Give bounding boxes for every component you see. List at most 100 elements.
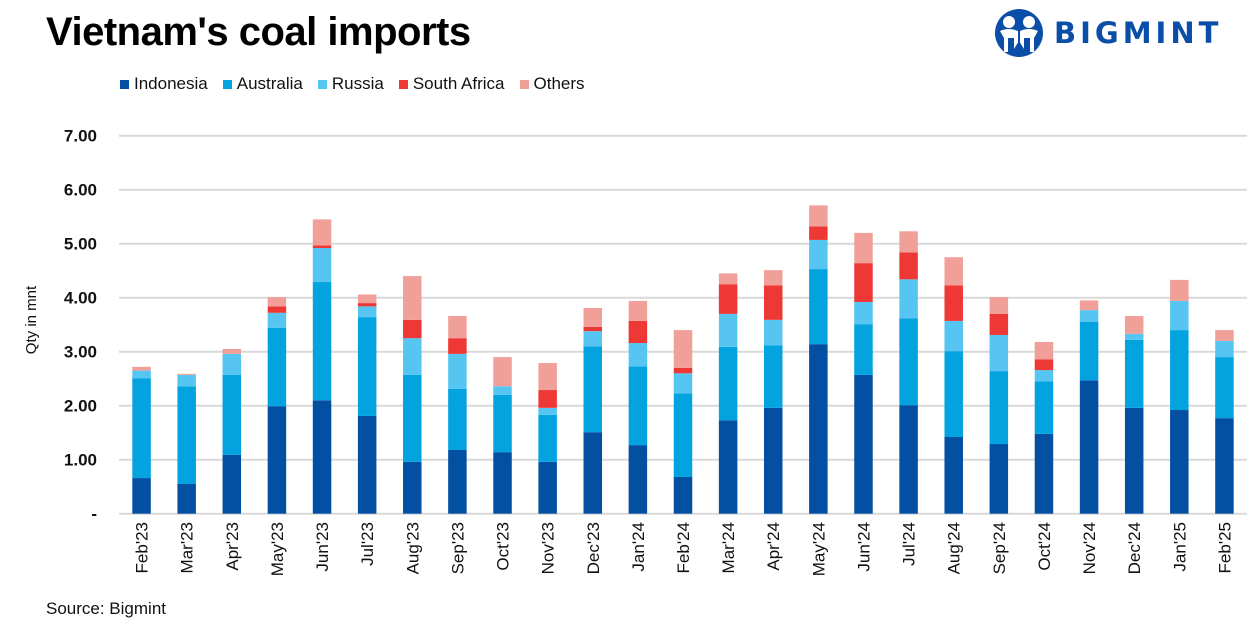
legend-label: South Africa [412, 74, 505, 93]
bar-segment-australia [673, 393, 693, 477]
bar-segment-south-africa [673, 367, 693, 374]
bar-segment-australia [809, 269, 828, 345]
bar-segment-others [538, 363, 557, 391]
bar-segment-south-africa [899, 252, 918, 280]
bar-segment-russia [493, 386, 512, 395]
brand-name: BIGMINT [1054, 16, 1223, 50]
x-tick-label: May'23 [268, 522, 287, 576]
x-tick-label: Feb'24 [674, 522, 693, 573]
bar-segment-indonesia [312, 400, 332, 514]
bar-segment-others [177, 373, 196, 375]
bar-segment-others [763, 270, 783, 286]
x-tick-label: Oct'24 [1035, 522, 1054, 571]
bar-segment-south-africa [538, 390, 557, 408]
y-tick-label: 2.00 [64, 397, 97, 416]
bar-segment-russia [899, 279, 918, 319]
bar-segment-russia [944, 320, 963, 352]
bar-segment-russia [177, 374, 196, 387]
bar-segment-australia [854, 324, 873, 375]
x-tick-label: Mar'24 [719, 522, 738, 573]
bar-segment-australia [1079, 322, 1099, 381]
source-note: Source: Bigmint [46, 599, 166, 618]
bar-stack [1215, 330, 1234, 514]
bar-segment-australia [267, 327, 287, 407]
bar-segment-south-africa [583, 326, 603, 332]
bar-stack [718, 273, 738, 514]
bar-stack [132, 366, 151, 514]
bar-stack [538, 363, 557, 514]
x-tick-label: Nov'23 [539, 522, 558, 574]
bar-segment-indonesia [1079, 380, 1099, 514]
y-tick-label: - [91, 505, 97, 524]
bar-segment-australia [312, 282, 332, 401]
bar-segment-others [132, 366, 151, 371]
bar-stack [177, 373, 196, 514]
bar-segment-indonesia [538, 461, 557, 514]
bar-segment-russia [132, 370, 151, 379]
bar-segment-others [718, 273, 738, 285]
bar-segment-indonesia [1124, 407, 1144, 514]
bar-stack [1034, 341, 1054, 514]
y-tick-label: 1.00 [64, 451, 97, 470]
bar-segment-south-africa [448, 338, 467, 354]
y-axis-label: Qty in mnt [23, 285, 40, 354]
x-tick-label: Oct'23 [494, 522, 513, 571]
bar-segment-south-africa [854, 263, 873, 303]
bar-segment-russia [312, 248, 332, 283]
bar-segment-south-africa [989, 313, 1009, 335]
chart-legend: Indonesia Australia Russia South Africa … [120, 74, 585, 94]
y-tick-label: 4.00 [64, 289, 97, 308]
x-tick-label: Apr'24 [764, 522, 783, 571]
y-tick-label: 6.00 [64, 181, 97, 200]
x-tick-label: Jul'23 [358, 522, 377, 566]
bar-segment-australia [718, 346, 738, 421]
bar-segment-others [403, 276, 422, 320]
bar-stack [673, 330, 693, 514]
x-tick-label: Jun'24 [854, 522, 873, 572]
bar-segment-russia [403, 338, 422, 375]
bar-segment-others [222, 349, 242, 354]
bar-segment-indonesia [989, 444, 1009, 514]
x-tick-label: Apr'23 [223, 522, 242, 571]
x-tick-label: Jul'24 [900, 522, 919, 566]
bar-segment-others [583, 307, 603, 327]
bar-segment-south-africa [267, 306, 287, 313]
x-tick-label: Nov'24 [1080, 522, 1099, 574]
bar-segment-others [899, 231, 918, 253]
x-tick-label: Aug'24 [945, 522, 964, 574]
bar-segment-russia [989, 334, 1009, 372]
legend-item-australia: Australia [222, 74, 303, 94]
bar-segment-indonesia [673, 476, 693, 514]
bar-segment-others [493, 357, 512, 387]
x-tick-label: Jan'25 [1170, 522, 1189, 572]
legend-item-indonesia: Indonesia [120, 74, 208, 94]
bar-segment-russia [673, 373, 693, 394]
legend-swatch-russia [317, 79, 327, 89]
y-axis-ticks: - 1.00 2.00 3.00 4.00 5.00 6.00 7.00 [64, 127, 97, 524]
bar-segment-australia [1124, 339, 1144, 408]
bar-segment-indonesia [628, 445, 648, 514]
bar-stack [944, 257, 963, 514]
x-tick-label: Mar'23 [178, 522, 197, 573]
bar-stack [763, 270, 783, 514]
y-tick-label: 5.00 [64, 235, 97, 254]
bar-segment-russia [1170, 300, 1189, 331]
bar-segment-australia [1215, 357, 1234, 419]
bar-segment-russia [538, 407, 557, 415]
bar-segment-australia [583, 346, 603, 433]
bar-segment-south-africa [944, 285, 963, 321]
bar-segment-others [267, 297, 287, 307]
bar-stack [448, 316, 467, 514]
bar-segment-russia [718, 313, 738, 347]
y-tick-label: 7.00 [64, 127, 97, 146]
bar-segment-australia [1034, 381, 1054, 434]
x-tick-label: Sep'23 [448, 522, 467, 574]
bar-segment-russia [809, 239, 828, 270]
bar-segment-russia [1034, 370, 1054, 382]
bars [132, 205, 1234, 514]
bar-segment-russia [854, 302, 873, 325]
bar-stack [357, 294, 377, 514]
bar-segment-indonesia [809, 344, 828, 514]
bar-segment-australia [989, 371, 1009, 445]
bar-segment-south-africa [628, 320, 648, 344]
